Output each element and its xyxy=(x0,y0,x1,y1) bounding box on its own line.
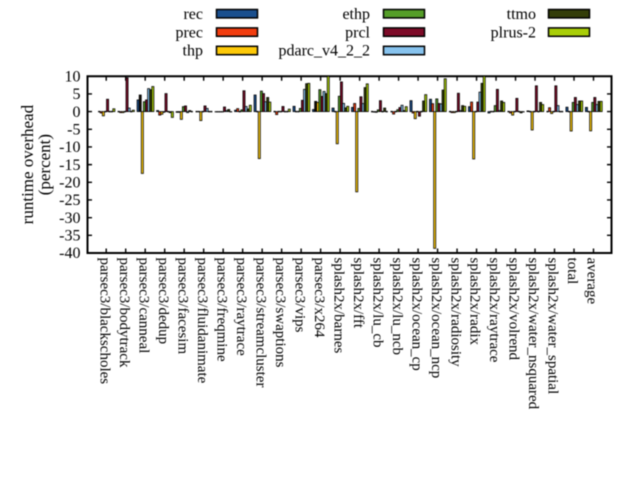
svg-text:splash2x/lu_cb: splash2x/lu_cb xyxy=(369,258,385,348)
svg-text:0: 0 xyxy=(73,104,81,121)
svg-text:prec: prec xyxy=(175,24,203,41)
svg-text:parsec3/vips: parsec3/vips xyxy=(291,258,307,333)
svg-text:splash2x/raytrace: splash2x/raytrace xyxy=(486,258,502,363)
svg-text:parsec3/x264: parsec3/x264 xyxy=(311,258,327,338)
svg-text:parsec3/streamcluster: parsec3/streamcluster xyxy=(252,258,268,388)
svg-text:prcl: prcl xyxy=(345,24,370,41)
svg-text:rec: rec xyxy=(183,6,203,23)
svg-text:splash2x/barnes: splash2x/barnes xyxy=(330,258,346,354)
svg-text:parsec3/dedup: parsec3/dedup xyxy=(155,258,171,345)
svg-text:thp: thp xyxy=(183,43,203,60)
svg-text:average: average xyxy=(584,258,600,305)
svg-text:pdarc_v4_2_2: pdarc_v4_2_2 xyxy=(278,43,370,60)
svg-text:-5: -5 xyxy=(67,121,80,138)
svg-text:plrus-2: plrus-2 xyxy=(491,24,536,41)
svg-text:(percent): (percent) xyxy=(35,134,54,195)
svg-text:5: 5 xyxy=(73,86,81,103)
svg-text:10: 10 xyxy=(65,68,81,85)
svg-text:parsec3/blackscholes: parsec3/blackscholes xyxy=(96,258,112,385)
svg-text:parsec3/bodytrack: parsec3/bodytrack xyxy=(116,258,132,368)
svg-text:splash2x/fft: splash2x/fft xyxy=(350,258,366,329)
svg-text:parsec3/swaptions: parsec3/swaptions xyxy=(272,258,288,368)
svg-text:splash2x/radiosity: splash2x/radiosity xyxy=(447,258,463,368)
svg-text:parsec3/canneal: parsec3/canneal xyxy=(135,258,151,354)
svg-text:splash2x/water_nsquared: splash2x/water_nsquared xyxy=(525,258,541,410)
svg-text:total: total xyxy=(564,258,580,285)
svg-text:-35: -35 xyxy=(59,228,80,245)
svg-text:parsec3/freqmine: parsec3/freqmine xyxy=(213,258,229,362)
svg-text:-40: -40 xyxy=(59,245,80,262)
svg-text:-30: -30 xyxy=(59,210,80,227)
svg-text:splash2x/ocean_cp: splash2x/ocean_cp xyxy=(408,258,424,371)
svg-text:ttmo: ttmo xyxy=(507,6,536,23)
svg-text:splash2x/lu_ncb: splash2x/lu_ncb xyxy=(389,258,405,356)
svg-text:parsec3/fluidanimate: parsec3/fluidanimate xyxy=(194,258,210,384)
svg-text:-25: -25 xyxy=(59,192,80,209)
svg-text:runtime overhead: runtime overhead xyxy=(18,104,37,224)
svg-text:-10: -10 xyxy=(59,139,80,156)
svg-text:splash2x/volrend: splash2x/volrend xyxy=(506,258,522,361)
svg-text:ethp: ethp xyxy=(342,6,370,23)
svg-text:-20: -20 xyxy=(59,175,80,192)
svg-text:parsec3/facesim: parsec3/facesim xyxy=(174,258,190,355)
svg-text:splash2x/ocean_ncp: splash2x/ocean_ncp xyxy=(428,258,444,379)
svg-text:splash2x/water_spatial: splash2x/water_spatial xyxy=(545,258,561,395)
svg-text:-15: -15 xyxy=(59,157,80,174)
svg-text:splash2x/radix: splash2x/radix xyxy=(467,258,483,346)
svg-text:parsec3/raytrace: parsec3/raytrace xyxy=(233,258,249,357)
